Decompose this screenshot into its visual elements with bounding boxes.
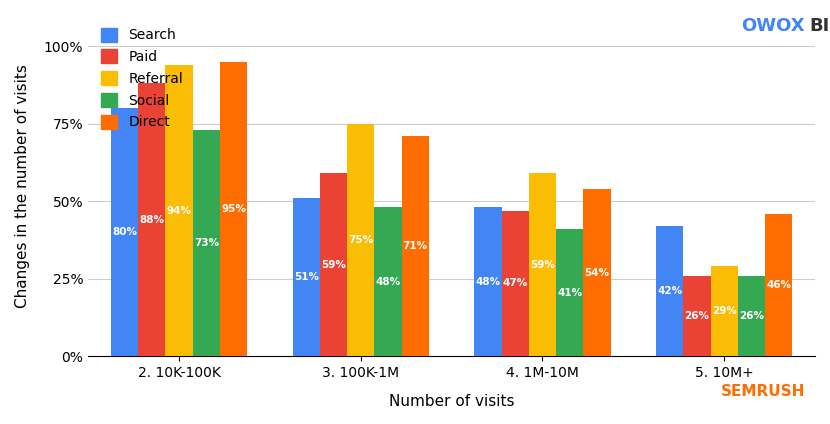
Text: 51%: 51% [294,272,319,282]
Text: 41%: 41% [557,288,583,298]
Bar [765,214,793,357]
Text: 26%: 26% [685,311,710,321]
Bar [111,108,139,357]
Y-axis label: Changes in the number of visits: Changes in the number of visits [15,64,30,308]
Bar [402,136,429,357]
X-axis label: Number of visits: Number of visits [389,394,515,409]
Bar [556,229,583,357]
Text: OWOX: OWOX [741,17,805,35]
Text: 59%: 59% [530,260,555,270]
Text: 73%: 73% [193,238,219,248]
Bar [474,207,501,357]
Text: 71%: 71% [403,241,427,251]
Bar [220,61,247,357]
Bar [165,64,193,357]
Text: 95%: 95% [221,204,246,214]
Bar [710,266,738,357]
Bar [738,276,765,357]
Text: 47%: 47% [503,279,528,288]
Text: 48%: 48% [375,277,401,287]
Text: 46%: 46% [766,280,791,290]
Text: 94%: 94% [167,206,192,215]
Bar [193,130,220,357]
Text: 26%: 26% [739,311,764,321]
Bar [583,189,611,357]
Text: 80%: 80% [112,227,137,237]
Text: 54%: 54% [584,268,609,278]
Text: 88%: 88% [139,215,164,225]
Bar [501,211,529,357]
Bar [683,276,710,357]
Bar [320,173,347,357]
Text: 75%: 75% [349,235,374,245]
Bar [347,124,374,357]
Bar [374,207,402,357]
Bar [139,83,165,357]
Text: 59%: 59% [321,260,346,270]
Text: SEMRUSH: SEMRUSH [720,384,805,399]
Bar [293,198,320,357]
Bar [529,173,556,357]
Text: 48%: 48% [476,277,500,287]
Text: 29%: 29% [711,307,736,316]
Text: BI: BI [809,17,829,35]
Bar [656,226,683,357]
Text: 42%: 42% [657,286,682,296]
Legend: Search, Paid, Referral, Social, Direct: Search, Paid, Referral, Social, Direct [95,22,189,135]
